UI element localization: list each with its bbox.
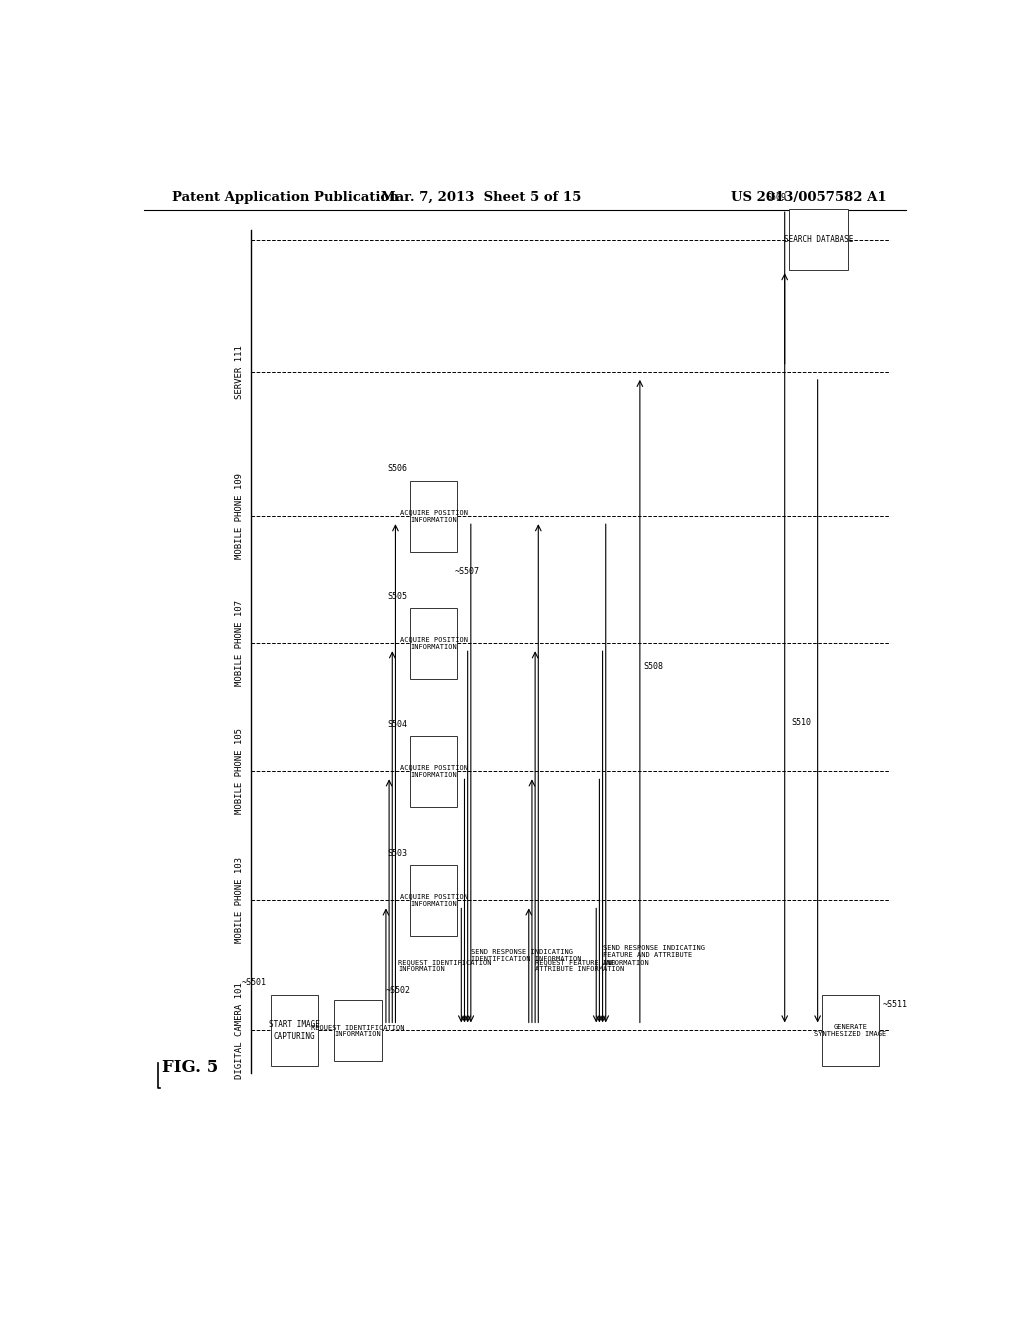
Text: DIGITAL CAMERA 101: DIGITAL CAMERA 101 [234, 982, 244, 1078]
Text: GENERATE
SYNTHESIZED IMAGE: GENERATE SYNTHESIZED IMAGE [814, 1024, 887, 1038]
Text: S506: S506 [387, 465, 408, 474]
Text: S503: S503 [387, 849, 408, 858]
Text: ACQUIRE POSITION
INFORMATION: ACQUIRE POSITION INFORMATION [399, 636, 468, 649]
Bar [788, 210, 848, 271]
Text: SEND RESPONSE INDICATING
IDENTIFICATION INFORMATION: SEND RESPONSE INDICATING IDENTIFICATION … [471, 949, 582, 962]
Text: S505: S505 [387, 591, 408, 601]
Text: ~S511: ~S511 [883, 1001, 907, 1008]
Bar [821, 995, 879, 1067]
Bar [410, 480, 458, 552]
Bar [334, 1001, 382, 1061]
Bar [410, 735, 458, 807]
Text: REQUEST IDENTIFICATION
INFORMATION: REQUEST IDENTIFICATION INFORMATION [311, 1024, 404, 1038]
Text: S509: S509 [766, 193, 786, 202]
Text: REQUEST IDENTIFICATION
INFORMATION: REQUEST IDENTIFICATION INFORMATION [397, 958, 492, 972]
Text: S508: S508 [644, 661, 664, 671]
Text: SERVER 111: SERVER 111 [234, 345, 244, 399]
Text: S504: S504 [387, 719, 408, 729]
Text: ~S507: ~S507 [455, 568, 480, 576]
Text: ~S502: ~S502 [386, 986, 411, 995]
Text: MOBILE PHONE 103: MOBILE PHONE 103 [234, 858, 244, 944]
Text: S510: S510 [792, 718, 811, 727]
Bar [410, 607, 458, 678]
Text: MOBILE PHONE 107: MOBILE PHONE 107 [234, 601, 244, 686]
Text: SEARCH DATABASE: SEARCH DATABASE [783, 235, 853, 244]
Text: FIG. 5: FIG. 5 [162, 1059, 218, 1076]
Text: Patent Application Publication: Patent Application Publication [172, 190, 398, 203]
Text: SEND RESPONSE INDICATING
FEATURE AND ATTRIBUTE
INFORMATION: SEND RESPONSE INDICATING FEATURE AND ATT… [602, 945, 705, 966]
Text: ACQUIRE POSITION
INFORMATION: ACQUIRE POSITION INFORMATION [399, 894, 468, 907]
Bar [270, 995, 318, 1067]
Text: ACQUIRE POSITION
INFORMATION: ACQUIRE POSITION INFORMATION [399, 510, 468, 523]
Text: START IMAGE
CAPTURING: START IMAGE CAPTURING [269, 1020, 321, 1040]
Text: MOBILE PHONE 105: MOBILE PHONE 105 [234, 729, 244, 814]
Bar [410, 865, 458, 936]
Text: ACQUIRE POSITION
INFORMATION: ACQUIRE POSITION INFORMATION [399, 764, 468, 777]
Text: REQUEST FEATURE AND
ATTRIBUTE INFORMATION: REQUEST FEATURE AND ATTRIBUTE INFORMATIO… [536, 958, 625, 972]
Text: MOBILE PHONE 109: MOBILE PHONE 109 [234, 473, 244, 560]
Text: US 2013/0057582 A1: US 2013/0057582 A1 [731, 190, 887, 203]
Text: ~S501: ~S501 [242, 978, 267, 987]
Text: Mar. 7, 2013  Sheet 5 of 15: Mar. 7, 2013 Sheet 5 of 15 [381, 190, 582, 203]
